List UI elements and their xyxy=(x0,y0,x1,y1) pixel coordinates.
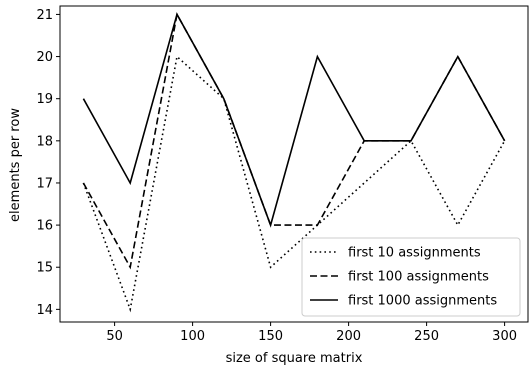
legend-box xyxy=(301,237,521,317)
y-axis-label: elements per row xyxy=(8,108,23,222)
y-tick-label: 19 xyxy=(36,92,53,107)
x-tick-label: 50 xyxy=(106,329,123,344)
legend: first 10 assignments first 100 assignment… xyxy=(301,237,521,317)
x-tick-label: 250 xyxy=(414,329,439,344)
x-tick-label: 200 xyxy=(336,329,361,344)
y-tick-label: 20 xyxy=(36,50,53,65)
x-tick-label: 150 xyxy=(258,329,283,344)
plot-area-frame xyxy=(59,5,529,323)
y-tick-label: 18 xyxy=(36,134,53,149)
x-tick-label: 100 xyxy=(180,329,205,344)
series-line-3 xyxy=(82,12,506,228)
legend-label: first 1000 assignments xyxy=(348,294,497,309)
legend-label: first 100 assignments xyxy=(348,270,489,285)
y-tick-label: 17 xyxy=(36,176,53,191)
y-tick-label: 21 xyxy=(36,8,53,23)
y-tick-label: 14 xyxy=(36,303,53,318)
y-tick-label: 16 xyxy=(36,219,53,234)
y-tick-label: 15 xyxy=(36,261,53,276)
x-tick-label: 300 xyxy=(492,329,517,344)
legend-label: first 10 assignments xyxy=(348,246,481,261)
x-axis-label: size of square matrix xyxy=(226,351,363,366)
